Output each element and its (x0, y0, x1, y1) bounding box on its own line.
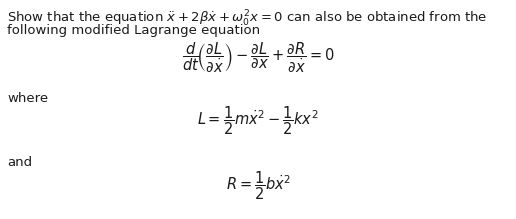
Text: following modified Lagrange equation: following modified Lagrange equation (7, 24, 260, 37)
Text: and: and (7, 156, 32, 169)
Text: $L = \dfrac{1}{2}m\dot{x}^2 - \dfrac{1}{2}kx^2$: $L = \dfrac{1}{2}m\dot{x}^2 - \dfrac{1}{… (197, 104, 319, 137)
Text: $\dfrac{d}{dt}\!\left(\dfrac{\partial L}{\partial \dot{x}}\right) - \dfrac{\part: $\dfrac{d}{dt}\!\left(\dfrac{\partial L}… (182, 41, 334, 75)
Text: $R = \dfrac{1}{2}b\dot{x}^2$: $R = \dfrac{1}{2}b\dot{x}^2$ (225, 169, 291, 201)
Text: where: where (7, 92, 48, 105)
Text: Show that the equation $\ddot{x} + 2\beta\dot{x} + \omega_0^2 x = 0$ can also be: Show that the equation $\ddot{x} + 2\bet… (7, 9, 488, 29)
